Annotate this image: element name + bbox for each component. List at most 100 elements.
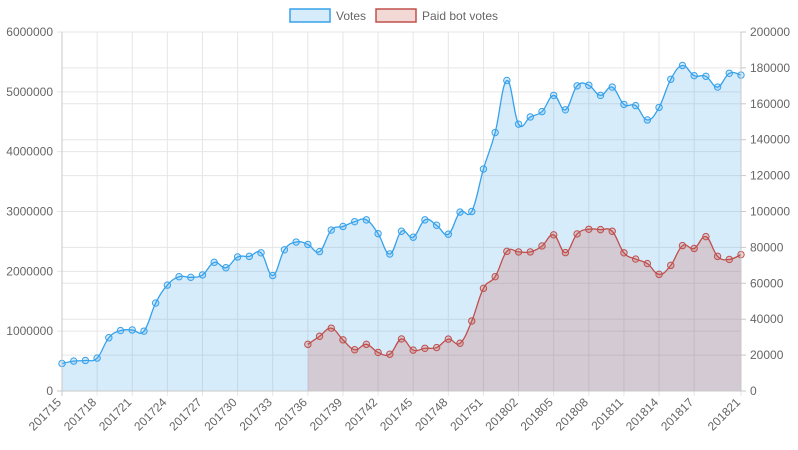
point-votes (725, 69, 733, 77)
point-votes (362, 216, 371, 224)
point-votes (526, 113, 534, 121)
x-tick-label: 201817 (658, 395, 696, 433)
point-paid-bot-votes (561, 248, 570, 257)
point-paid-bot-votes (421, 344, 429, 352)
point-votes (128, 326, 136, 334)
point-votes (468, 207, 476, 216)
point-paid-bot-votes (631, 255, 640, 263)
point-votes (210, 258, 218, 267)
x-tick-label: 201821 (705, 395, 743, 433)
x-tick-label: 201802 (482, 395, 520, 433)
y-right-tick-label: 200000 (750, 25, 790, 39)
point-votes (269, 271, 277, 280)
point-votes (198, 271, 207, 279)
point-votes (608, 83, 616, 91)
y-right-tick-label: 140000 (750, 133, 790, 147)
y-left-tick-label: 5000000 (6, 85, 53, 99)
y-left-tick-label: 3000000 (6, 205, 53, 219)
point-paid-bot-votes (538, 242, 546, 250)
point-paid-bot-votes (678, 241, 687, 250)
point-votes (292, 238, 300, 246)
y-left-tick-label: 1000000 (6, 324, 53, 338)
point-votes (538, 107, 546, 116)
point-votes (350, 217, 359, 226)
x-tick-label: 201808 (553, 395, 591, 433)
point-votes (304, 240, 312, 249)
point-votes (397, 227, 406, 235)
point-paid-bot-votes (608, 227, 616, 235)
point-votes (678, 61, 687, 70)
x-tick-label: 201748 (412, 395, 450, 433)
point-votes (667, 75, 675, 83)
point-votes (655, 103, 663, 112)
point-votes (245, 252, 254, 261)
x-tick-label: 201805 (518, 395, 556, 433)
point-votes (631, 101, 640, 110)
point-paid-bot-votes (409, 346, 417, 354)
legend[interactable]: Votes Paid bot votes (289, 8, 498, 23)
x-tick-label: 201727 (166, 395, 204, 433)
point-paid-bot-votes (514, 248, 523, 256)
x-tick-label: 201724 (131, 395, 169, 433)
point-paid-bot-votes (503, 247, 511, 256)
point-votes (315, 247, 324, 256)
point-paid-bot-votes (655, 270, 663, 279)
point-paid-bot-votes (526, 248, 534, 256)
point-paid-bot-votes (491, 272, 499, 281)
point-votes (163, 281, 172, 289)
series-lines (61, 64, 742, 365)
point-paid-bot-votes (549, 231, 558, 239)
point-votes (140, 327, 148, 335)
point-paid-bot-votes (573, 230, 581, 238)
y-right-tick-label: 80000 (750, 240, 784, 254)
y-left-tick-label: 0 (46, 384, 53, 398)
point-paid-bot-votes (702, 232, 710, 241)
point-votes (105, 334, 113, 342)
point-votes (409, 233, 417, 241)
y-left-tick-label: 2000000 (6, 264, 53, 278)
point-paid-bot-votes (585, 225, 593, 233)
point-paid-bot-votes (444, 335, 453, 343)
point-votes (93, 354, 101, 362)
point-votes (479, 165, 488, 173)
point-votes (596, 91, 605, 100)
y-right-tick-label: 180000 (750, 61, 790, 75)
legend-item-votes[interactable]: Votes (289, 8, 366, 23)
legend-item-paid-bot-votes[interactable]: Paid bot votes (375, 8, 498, 23)
x-tick-label: 201730 (202, 395, 240, 433)
point-votes (456, 208, 464, 216)
x-tick-label: 201718 (61, 395, 99, 433)
x-tick-label: 201811 (588, 395, 626, 433)
legend-swatch-paid-bot-votes (375, 8, 417, 23)
point-votes (432, 221, 441, 229)
point-paid-bot-votes (362, 340, 371, 349)
point-paid-bot-votes (690, 244, 698, 253)
y-left-tick-label: 4000000 (6, 145, 53, 159)
point-votes (233, 253, 242, 261)
point-votes (620, 100, 628, 109)
x-tick-label: 201736 (272, 395, 310, 433)
point-votes (151, 299, 160, 307)
y-right-tick-label: 160000 (750, 97, 790, 111)
point-votes (81, 356, 90, 365)
point-paid-bot-votes (643, 259, 652, 268)
point-votes (339, 222, 347, 231)
area-votes (62, 65, 741, 391)
point-votes (444, 230, 453, 238)
x-tick-label: 201751 (447, 395, 485, 433)
line-paid-bot-votes (307, 228, 742, 356)
point-paid-bot-votes (468, 317, 476, 325)
x-tick-label: 201742 (342, 395, 380, 433)
y-left-tick-label: 6000000 (6, 25, 53, 39)
point-votes (585, 81, 593, 89)
point-paid-bot-votes (725, 255, 733, 264)
y-right-tick-label: 100000 (750, 205, 790, 219)
point-votes (503, 76, 511, 85)
point-votes (573, 82, 581, 90)
x-tick-label: 201733 (237, 395, 275, 433)
point-votes (175, 273, 183, 281)
point-votes (222, 264, 230, 272)
point-votes (421, 216, 429, 224)
